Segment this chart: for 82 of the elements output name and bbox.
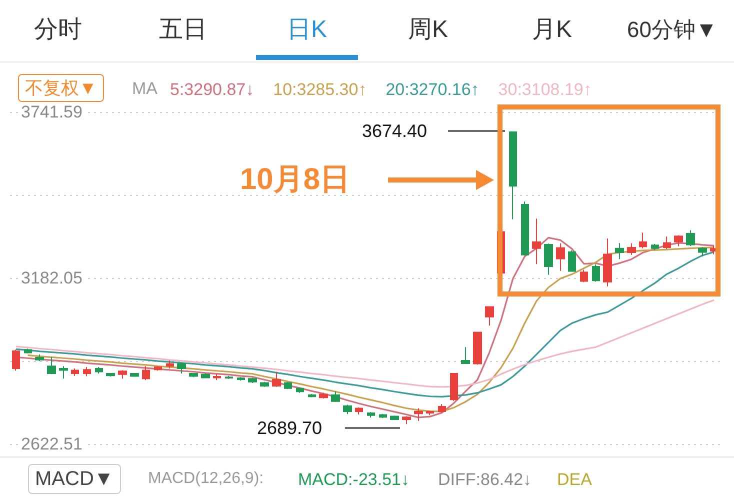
candlestick	[402, 416, 411, 425]
candlestick	[485, 306, 494, 326]
annotation: 3674.40	[362, 121, 428, 141]
candlestick	[95, 366, 103, 374]
candlestick	[83, 366, 91, 377]
candlestick	[580, 269, 588, 283]
text: DEA	[557, 470, 592, 488]
candlestick	[35, 354, 44, 362]
candlestick	[319, 392, 328, 399]
text: 五日	[159, 16, 207, 43]
candlestick	[343, 404, 352, 415]
candlestick	[414, 408, 423, 422]
candlestick	[59, 366, 68, 380]
candlestick	[272, 371, 281, 388]
candlestick	[556, 242, 565, 272]
candlestick	[331, 390, 340, 403]
candlestick	[461, 346, 470, 365]
text: 不复权▼	[18, 74, 104, 102]
candlestick	[177, 362, 186, 374]
candlestick	[71, 368, 79, 376]
candlestick	[106, 372, 115, 378]
candlestick	[189, 372, 198, 378]
candlestick	[390, 415, 399, 421]
candlestick	[308, 394, 316, 398]
candlestick	[532, 218, 541, 265]
text: 20:3270.16↑	[386, 80, 480, 99]
text: DIFF:86.42↓	[438, 470, 532, 488]
candlestick	[438, 404, 446, 414]
candlestick	[225, 375, 233, 380]
annotation: 2689.70	[257, 418, 322, 438]
candlestick	[355, 406, 363, 415]
annotation: 10月8日	[240, 163, 350, 196]
candlestick	[603, 238, 612, 287]
candlestick	[639, 232, 647, 249]
candlestick	[367, 412, 375, 418]
candlestick	[130, 372, 139, 378]
candlestick	[592, 264, 600, 282]
candlestick	[663, 236, 671, 250]
candlestick	[118, 370, 127, 380]
text: 5:3290.87↓	[170, 80, 254, 99]
text: MACD:-23.51↓	[298, 470, 410, 488]
candlestick	[47, 356, 56, 375]
text: 月K	[532, 16, 572, 43]
text: 分时	[34, 16, 82, 43]
candlestick	[379, 413, 387, 419]
y-tick-label: 3182.05	[21, 268, 82, 288]
y-tick-label: 3741.59	[21, 102, 82, 122]
text: 周K	[408, 16, 448, 43]
y-tick-label: 2622.51	[21, 434, 82, 454]
candlestick	[260, 381, 269, 388]
candlestick	[627, 242, 636, 256]
candlestick	[698, 246, 707, 257]
candlestick	[450, 372, 458, 402]
candlestick	[24, 348, 32, 354]
candlestick	[686, 230, 695, 246]
candlestick	[568, 250, 576, 272]
line-series	[15, 299, 715, 388]
candlestick	[166, 360, 174, 369]
candlestick	[213, 374, 221, 381]
candlestick	[674, 234, 683, 247]
text: 30:3108.19↑	[498, 80, 592, 99]
candlestick	[509, 131, 517, 220]
candlestick	[154, 366, 162, 372]
text: 日K	[287, 16, 328, 43]
candlestick	[237, 376, 245, 382]
text: MACD▼	[28, 464, 121, 494]
text: MA	[132, 78, 158, 98]
text: MACD(12,26,9):	[148, 470, 264, 487]
candlestick	[615, 242, 624, 260]
candlestick	[473, 332, 482, 366]
candlestick	[296, 387, 304, 394]
candlestick	[651, 243, 659, 251]
candlestick	[284, 381, 292, 390]
candlestick	[544, 243, 553, 276]
candlestick	[521, 200, 529, 256]
candlestick	[201, 373, 210, 379]
text: 10:3285.30↑	[273, 80, 367, 99]
candlestick	[142, 366, 150, 381]
candlestick	[248, 377, 257, 384]
candlestick	[426, 410, 434, 416]
candlestick	[12, 349, 20, 372]
text: 60分钟▼	[627, 17, 718, 42]
